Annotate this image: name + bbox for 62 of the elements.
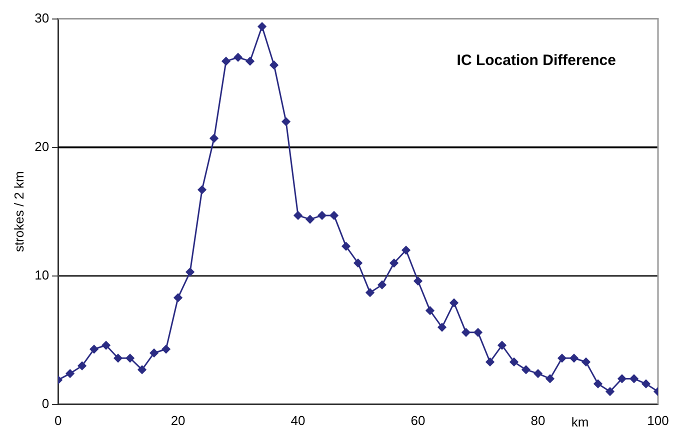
point <box>246 56 254 66</box>
x-axis-title: km <box>571 414 589 430</box>
point <box>426 306 434 315</box>
point <box>354 258 362 268</box>
point <box>546 374 554 383</box>
point <box>222 56 230 66</box>
text: IC Location Difference <box>456 52 616 69</box>
point <box>174 293 182 302</box>
point <box>378 280 386 290</box>
y-tick-label: 20 <box>34 138 50 154</box>
x-tick-label: 60 <box>410 412 426 428</box>
point <box>366 288 374 297</box>
point <box>258 22 266 31</box>
point <box>630 374 638 383</box>
point <box>294 211 302 220</box>
point <box>138 365 146 374</box>
y-tick-label: 30 <box>34 10 50 26</box>
x-tick-label: 20 <box>170 412 186 428</box>
x-tick-label: 80 <box>530 412 546 428</box>
point <box>498 341 506 350</box>
point <box>594 380 602 388</box>
point <box>510 358 518 366</box>
point <box>414 276 422 286</box>
point <box>330 211 338 220</box>
y-tick-label: 10 <box>34 267 50 282</box>
point <box>90 344 98 354</box>
point <box>606 387 614 396</box>
point <box>234 53 242 62</box>
point <box>270 60 278 70</box>
point <box>402 246 410 254</box>
point <box>342 242 350 251</box>
x-tick-label: 40 <box>290 412 306 428</box>
point <box>210 134 218 143</box>
point <box>642 380 650 388</box>
point <box>126 354 134 362</box>
x-tick-label: 0 <box>54 412 62 428</box>
point <box>558 354 566 362</box>
point <box>438 323 446 332</box>
point <box>150 348 158 358</box>
point <box>522 365 530 374</box>
point <box>570 354 578 362</box>
x-tick-label: 100 <box>647 412 669 428</box>
point <box>186 268 194 276</box>
point <box>474 328 482 337</box>
point <box>486 358 494 366</box>
point <box>282 117 290 126</box>
point <box>66 369 74 378</box>
point <box>114 354 122 362</box>
point <box>318 211 326 220</box>
y-tick-label: 0 <box>42 396 50 411</box>
point <box>462 328 470 337</box>
point <box>618 374 626 383</box>
y-axis-title: strokes / 2 km <box>11 171 26 252</box>
point <box>582 358 590 366</box>
point <box>102 341 110 350</box>
point <box>162 344 170 354</box>
point <box>78 362 86 370</box>
point <box>450 298 458 308</box>
point <box>306 215 314 224</box>
point <box>198 186 206 194</box>
point <box>534 369 542 378</box>
point <box>390 258 398 268</box>
